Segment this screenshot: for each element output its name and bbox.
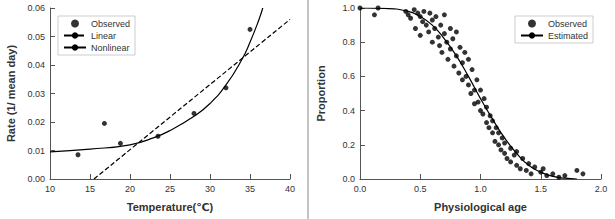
svg-text:0.03: 0.03 [27, 89, 45, 99]
svg-text:40: 40 [285, 184, 295, 194]
svg-text:20: 20 [125, 184, 135, 194]
svg-text:0.6: 0.6 [342, 71, 355, 81]
svg-text:10: 10 [45, 184, 55, 194]
svg-text:1.0: 1.0 [474, 184, 487, 194]
svg-text:0.04: 0.04 [27, 60, 45, 70]
svg-text:0.06: 0.06 [27, 3, 45, 13]
svg-text:Nonlinear: Nonlinear [91, 43, 130, 53]
svg-text:0.5: 0.5 [414, 184, 427, 194]
svg-text:Physiological age: Physiological age [434, 201, 527, 213]
svg-text:30: 30 [205, 184, 215, 194]
svg-text:Proportion: Proportion [315, 65, 327, 121]
svg-text:1.0: 1.0 [342, 3, 355, 13]
svg-text:0.2: 0.2 [342, 140, 355, 150]
svg-text:35: 35 [245, 184, 255, 194]
svg-text:Linear: Linear [91, 31, 116, 41]
svg-text:0.0: 0.0 [342, 174, 355, 184]
svg-text:25: 25 [165, 184, 175, 194]
svg-text:Observed: Observed [548, 19, 587, 29]
svg-text:0.05: 0.05 [27, 32, 45, 42]
svg-text:1.5: 1.5 [534, 184, 547, 194]
svg-text:Estimated: Estimated [548, 31, 588, 41]
svg-text:0.4: 0.4 [342, 106, 355, 116]
svg-text:0.01: 0.01 [27, 146, 45, 156]
svg-text:0.0: 0.0 [354, 184, 367, 194]
svg-text:Rate (1/ mean day): Rate (1/ mean day) [5, 45, 17, 143]
svg-text:0.00: 0.00 [27, 174, 45, 184]
svg-text:Temperature(℃): Temperature(℃) [127, 201, 214, 213]
svg-text:0.02: 0.02 [27, 117, 45, 127]
svg-text:2.0: 2.0 [595, 184, 608, 194]
svg-text:0.8: 0.8 [342, 37, 355, 47]
svg-text:15: 15 [85, 184, 95, 194]
svg-text:Observed: Observed [91, 19, 130, 29]
